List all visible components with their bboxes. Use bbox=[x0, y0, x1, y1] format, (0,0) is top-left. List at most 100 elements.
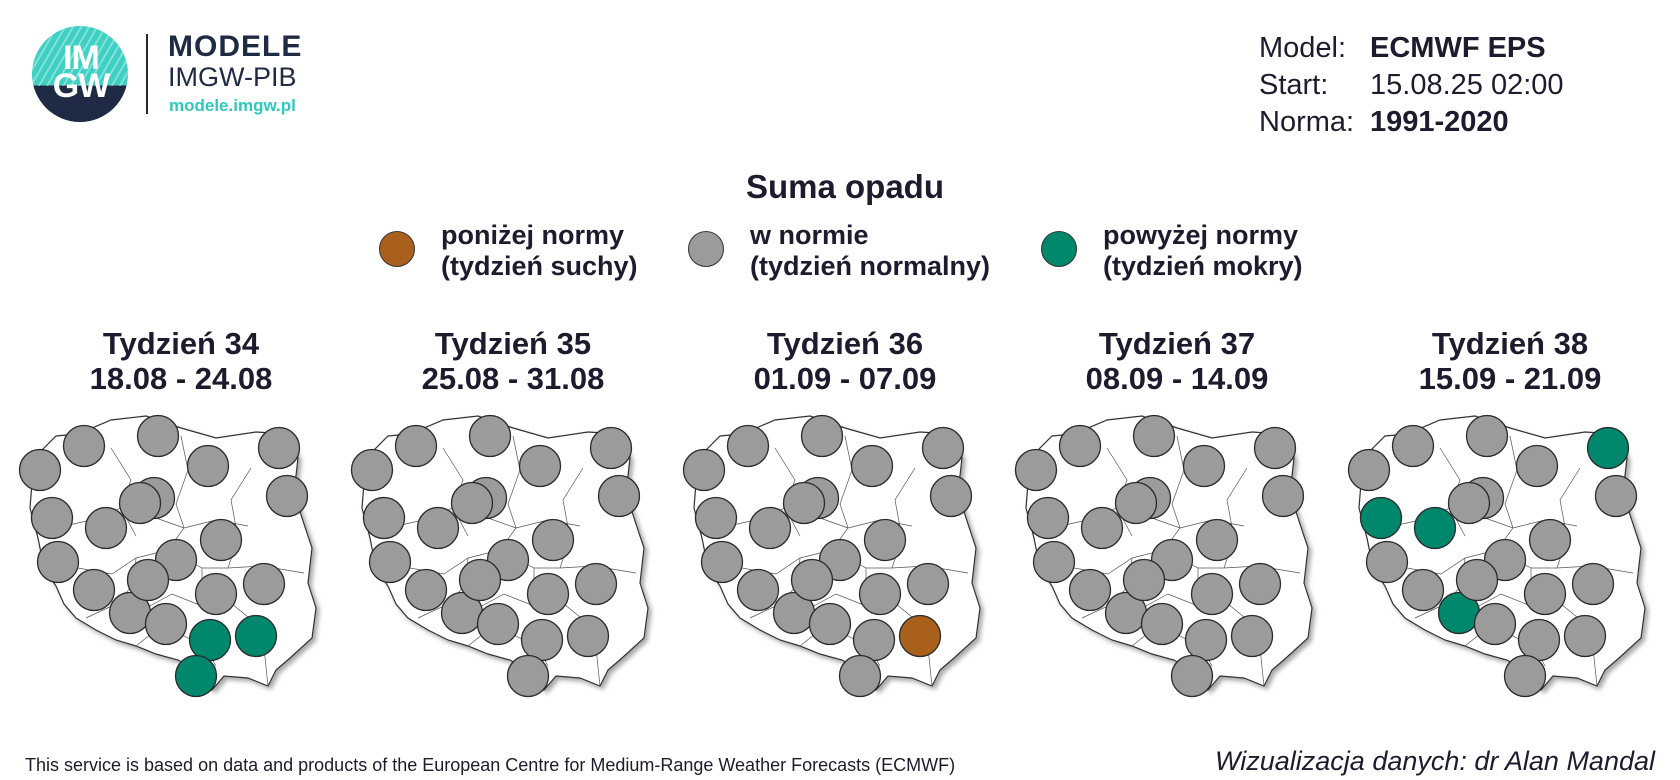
region-dot bbox=[257, 426, 301, 470]
region-dot bbox=[1365, 540, 1409, 584]
week-label: Tydzień 37 bbox=[1098, 326, 1256, 361]
legend-item-normal: w normie (tydzień normalny) bbox=[688, 220, 990, 282]
region-dot bbox=[199, 518, 243, 562]
week-panel-36: Tydzień 36 01.09 - 07.09 bbox=[680, 326, 1010, 726]
norm-label: Norma: bbox=[1259, 106, 1355, 138]
region-dot bbox=[368, 540, 412, 584]
legend-below-line2: (tydzień suchy) bbox=[441, 251, 638, 281]
region-dot bbox=[726, 424, 770, 468]
region-dot bbox=[1032, 540, 1076, 584]
region-dot bbox=[188, 618, 232, 662]
region-dot bbox=[736, 568, 780, 612]
model-info: Model: ECMWF EPS Start: 15.08.25 02:00 N… bbox=[1259, 30, 1564, 141]
region-dot bbox=[1503, 654, 1547, 698]
region-dot bbox=[416, 506, 460, 550]
region-dot bbox=[589, 426, 633, 470]
region-dot bbox=[1170, 654, 1214, 698]
region-dot bbox=[72, 568, 116, 612]
week-title: Tydzień 36 01.09 - 07.09 bbox=[680, 326, 1010, 396]
region-dot bbox=[1026, 496, 1070, 540]
legend-normal-line2: (tydzień normalny) bbox=[750, 251, 991, 281]
region-dot bbox=[566, 614, 610, 658]
region-dot bbox=[476, 602, 520, 646]
poland-map bbox=[18, 414, 317, 698]
region-dot bbox=[1413, 506, 1457, 550]
week-title: Tydzień 34 18.08 - 24.08 bbox=[16, 326, 346, 396]
legend-normal-dot bbox=[688, 231, 724, 267]
poland-map bbox=[350, 414, 649, 698]
region-dot bbox=[362, 496, 406, 540]
week-dates: 01.09 - 07.09 bbox=[753, 361, 937, 396]
region-dot bbox=[682, 448, 726, 492]
region-dot bbox=[62, 424, 106, 468]
region-dot bbox=[790, 558, 834, 602]
region-dot bbox=[1455, 558, 1499, 602]
region-dot bbox=[1182, 444, 1226, 488]
region-dot bbox=[1528, 518, 1572, 562]
region-border bbox=[499, 435, 521, 551]
region-dot bbox=[1184, 618, 1228, 662]
region-dot bbox=[1080, 506, 1124, 550]
region-dot bbox=[1515, 444, 1559, 488]
region-dot bbox=[1058, 424, 1102, 468]
legend-below-text: poniżej normy (tydzień suchy) bbox=[441, 220, 638, 282]
imgw-logo-mark: IM GW bbox=[32, 26, 128, 122]
legend-item-below: poniżej normy (tydzień suchy) bbox=[379, 220, 638, 282]
region-dot bbox=[808, 602, 852, 646]
legend-above-dot bbox=[1041, 231, 1077, 267]
legend-above-line1: powyżej normy bbox=[1103, 220, 1299, 250]
region-dot bbox=[1238, 562, 1282, 606]
legend-below-dot bbox=[379, 231, 415, 267]
week-panel-35: Tydzień 35 25.08 - 31.08 bbox=[348, 326, 678, 726]
logo-url[interactable]: modele.imgw.pl bbox=[169, 96, 296, 115]
norm-value: 1991-2020 bbox=[1370, 106, 1509, 138]
region-dot bbox=[800, 414, 844, 458]
region-dot bbox=[1594, 474, 1638, 518]
start-label: Start: bbox=[1259, 69, 1329, 101]
region-dot bbox=[1132, 414, 1176, 458]
model-value: ECMWF EPS bbox=[1370, 32, 1546, 64]
legend-item-above: powyżej normy (tydzień mokry) bbox=[1041, 220, 1303, 282]
region-dot bbox=[520, 618, 564, 662]
week-dates: 15.09 - 21.09 bbox=[1418, 361, 1602, 396]
region-dot bbox=[1571, 562, 1615, 606]
region-dot bbox=[863, 518, 907, 562]
region-dot bbox=[858, 572, 902, 616]
region-dot bbox=[458, 558, 502, 602]
region-dot bbox=[1347, 448, 1391, 492]
logo-divider bbox=[146, 34, 148, 114]
region-dot bbox=[1140, 602, 1184, 646]
region-dot bbox=[136, 414, 180, 458]
week-panel-34: Tydzień 34 18.08 - 24.08 bbox=[16, 326, 346, 726]
region-dot bbox=[118, 481, 162, 525]
region-dot bbox=[1465, 414, 1509, 458]
poland-map bbox=[682, 414, 981, 698]
region-dot bbox=[531, 518, 575, 562]
week-label: Tydzień 34 bbox=[102, 326, 260, 361]
week-dates: 25.08 - 31.08 bbox=[421, 361, 605, 396]
week-title: Tydzień 37 08.09 - 14.09 bbox=[1012, 326, 1342, 396]
region-dot bbox=[700, 540, 744, 584]
region-dot bbox=[126, 558, 170, 602]
region-dot bbox=[929, 474, 973, 518]
week-label: Tydzień 36 bbox=[766, 326, 924, 361]
region-dot bbox=[1401, 568, 1445, 612]
logo-subtitle: IMGW-PIB bbox=[168, 62, 297, 92]
region-dot bbox=[84, 506, 128, 550]
region-dot bbox=[394, 424, 438, 468]
week-dates: 08.09 - 14.09 bbox=[1085, 361, 1269, 396]
legend-below-line1: poniżej normy bbox=[441, 220, 625, 250]
region-dot bbox=[1523, 572, 1567, 616]
region-dot bbox=[506, 654, 550, 698]
poland-map bbox=[1347, 414, 1646, 698]
region-dot bbox=[174, 654, 218, 698]
legend-normal-text: w normie (tydzień normalny) bbox=[750, 220, 990, 282]
region-dot bbox=[1391, 424, 1435, 468]
region-dot bbox=[1261, 474, 1305, 518]
week-panel-37: Tydzień 37 08.09 - 14.09 bbox=[1012, 326, 1342, 726]
region-dot bbox=[265, 474, 309, 518]
region-dot bbox=[30, 496, 74, 540]
region-dot bbox=[526, 572, 570, 616]
region-dot bbox=[838, 654, 882, 698]
region-dot bbox=[921, 426, 965, 470]
